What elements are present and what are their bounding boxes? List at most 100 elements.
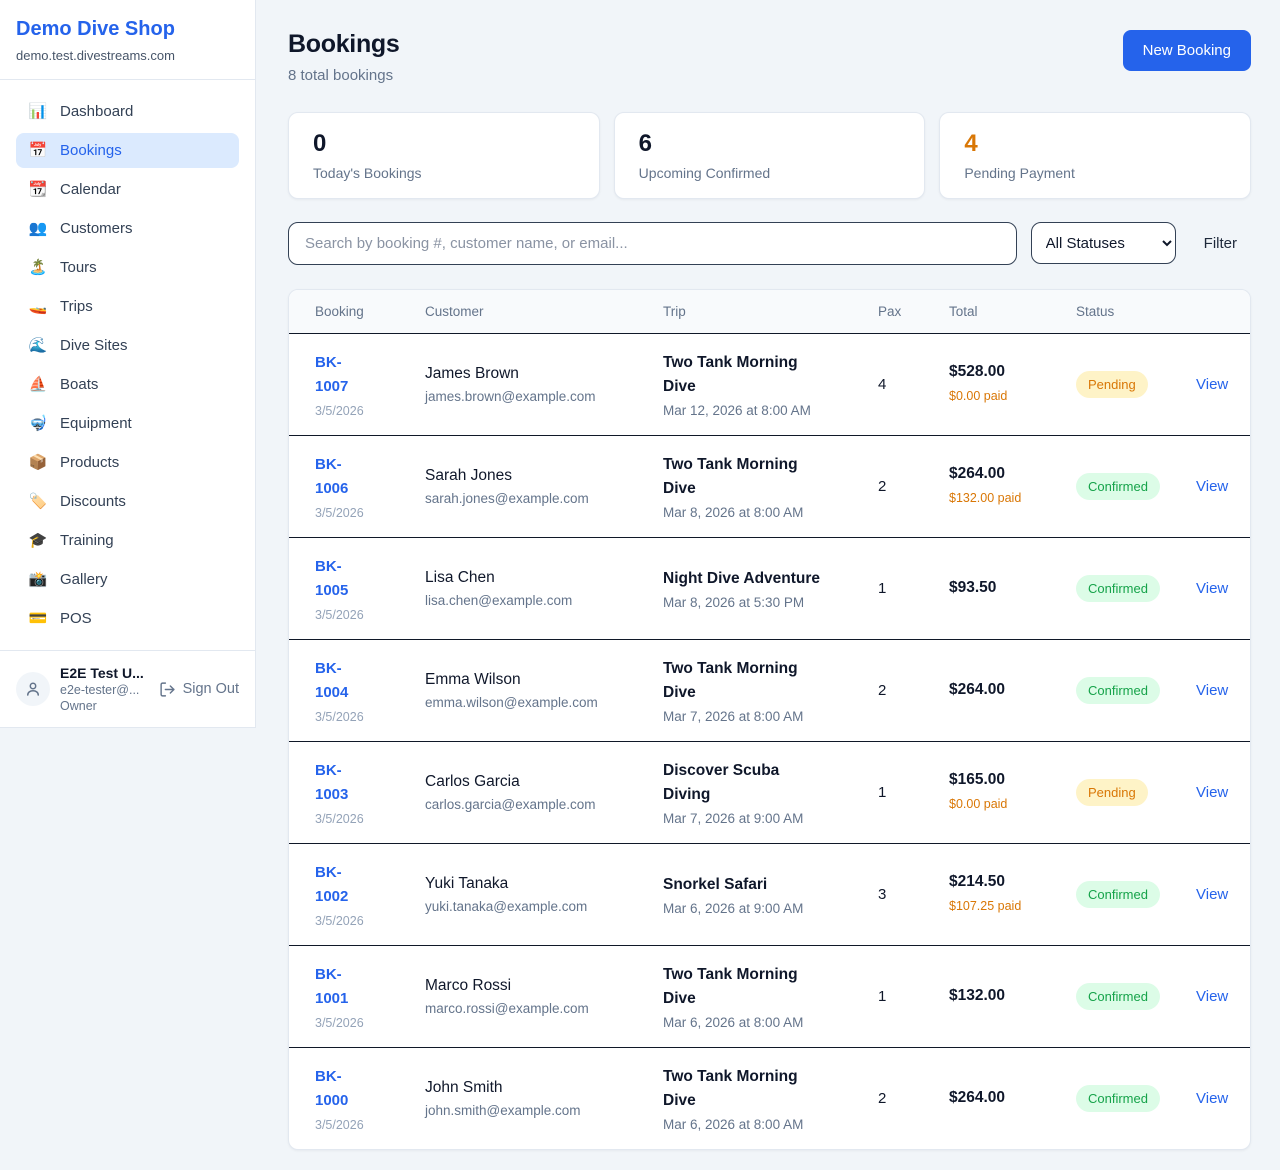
pax-count: 4 bbox=[878, 375, 887, 393]
status-filter-select[interactable]: All Statuses bbox=[1030, 222, 1176, 265]
view-link[interactable]: View bbox=[1196, 783, 1229, 801]
sidebar-item-bookings[interactable]: 📅 Bookings bbox=[16, 133, 239, 168]
trip-name: Two Tank Morning Dive bbox=[663, 965, 798, 1007]
booking-date: 3/5/2026 bbox=[315, 913, 364, 928]
column-header-pax: Pax bbox=[878, 289, 949, 334]
trip-name: Two Tank Morning Dive bbox=[663, 1067, 798, 1109]
sidebar-item-boats[interactable]: ⛵ Boats bbox=[16, 367, 239, 402]
status-badge: Confirmed bbox=[1076, 472, 1160, 500]
booking-id-link[interactable]: BK-1003 bbox=[315, 761, 349, 803]
status-badge: Pending bbox=[1076, 778, 1148, 806]
view-link[interactable]: View bbox=[1196, 477, 1229, 495]
pax-count: 2 bbox=[878, 1089, 887, 1107]
customer-email: carlos.garcia@example.com bbox=[425, 796, 596, 812]
total-amount: $165.00 bbox=[949, 771, 1006, 789]
pax-count: 1 bbox=[878, 579, 887, 597]
booking-date: 3/5/2026 bbox=[315, 1015, 364, 1030]
trip-datetime: Mar 6, 2026 at 8:00 AM bbox=[663, 1116, 804, 1132]
table-row: BK-1007 3/5/2026 James Brown james.brown… bbox=[289, 333, 1250, 435]
customer-email: sarah.jones@example.com bbox=[425, 490, 589, 506]
sidebar-item-gallery[interactable]: 📸 Gallery bbox=[16, 562, 239, 597]
total-amount: $93.50 bbox=[949, 579, 997, 597]
customer-name: Lisa Chen bbox=[425, 568, 495, 586]
sidebar-item-equipment[interactable]: 🤿 Equipment bbox=[16, 406, 239, 441]
booking-id-link[interactable]: BK-1006 bbox=[315, 455, 349, 497]
nav-item-label: Products bbox=[60, 454, 120, 471]
status-badge: Confirmed bbox=[1076, 574, 1160, 602]
column-header-trip: Trip bbox=[663, 289, 878, 334]
trip-name: Snorkel Safari bbox=[663, 875, 768, 893]
sign-out-icon bbox=[159, 681, 175, 697]
customer-name: Emma Wilson bbox=[425, 670, 521, 688]
stat-label: Pending Payment bbox=[964, 164, 1075, 181]
user-role: Owner bbox=[60, 699, 97, 713]
brand-domain: demo.test.divestreams.com bbox=[16, 48, 175, 63]
trip-datetime: Mar 6, 2026 at 8:00 AM bbox=[663, 1014, 804, 1030]
nav-item-icon: 💳 bbox=[28, 610, 48, 627]
stat-card-pending-payment: 4 Pending Payment bbox=[939, 112, 1252, 199]
user-icon bbox=[27, 682, 39, 696]
sidebar-item-discounts[interactable]: 🏷️ Discounts bbox=[16, 484, 239, 519]
sidebar: Demo Dive Shop demo.test.divestreams.com… bbox=[0, 0, 256, 728]
booking-date: 3/5/2026 bbox=[315, 811, 364, 826]
nav-item-icon: 📸 bbox=[28, 571, 48, 588]
stat-value: 4 bbox=[964, 130, 978, 157]
nav-item-icon: 📅 bbox=[28, 142, 48, 159]
stat-value: 6 bbox=[638, 130, 653, 157]
booking-date: 3/5/2026 bbox=[315, 403, 364, 418]
booking-id-link[interactable]: BK-1007 bbox=[315, 353, 349, 395]
nav-item-icon: 👥 bbox=[28, 220, 48, 237]
nav-item-icon: ⛵ bbox=[28, 376, 48, 393]
booking-id-link[interactable]: BK-1000 bbox=[315, 1067, 349, 1109]
search-input[interactable] bbox=[288, 221, 1017, 265]
paid-amount: $107.25 paid bbox=[949, 899, 1022, 914]
view-link[interactable]: View bbox=[1196, 375, 1229, 393]
total-amount: $214.50 bbox=[949, 873, 1006, 891]
nav-item-label: Dive Sites bbox=[60, 337, 128, 354]
pax-count: 1 bbox=[878, 783, 887, 801]
booking-date: 3/5/2026 bbox=[315, 709, 364, 724]
table-row: BK-1001 3/5/2026 Marco Rossi marco.rossi… bbox=[289, 945, 1250, 1047]
view-link[interactable]: View bbox=[1196, 885, 1229, 903]
trip-name: Two Tank Morning Dive bbox=[663, 353, 798, 395]
view-link[interactable]: View bbox=[1196, 579, 1229, 597]
status-badge: Confirmed bbox=[1076, 880, 1160, 908]
total-amount: $132.00 bbox=[949, 987, 1006, 1005]
nav-item-label: POS bbox=[60, 610, 92, 627]
new-booking-button[interactable]: New Booking bbox=[1122, 30, 1251, 71]
status-badge: Confirmed bbox=[1076, 676, 1160, 704]
stat-card-todays-bookings: 0 Today's Bookings bbox=[288, 112, 600, 199]
total-amount: $264.00 bbox=[949, 681, 1006, 699]
sidebar-item-customers[interactable]: 👥 Customers bbox=[16, 211, 239, 246]
sidebar-item-products[interactable]: 📦 Products bbox=[16, 445, 239, 480]
view-link[interactable]: View bbox=[1196, 681, 1229, 699]
view-link[interactable]: View bbox=[1196, 987, 1229, 1005]
nav-item-icon: 🏝️ bbox=[28, 259, 48, 276]
trip-datetime: Mar 12, 2026 at 8:00 AM bbox=[663, 402, 811, 418]
customer-email: marco.rossi@example.com bbox=[425, 1000, 589, 1016]
sidebar-item-pos[interactable]: 💳 POS bbox=[16, 601, 239, 636]
sidebar-item-dashboard[interactable]: 📊 Dashboard bbox=[16, 94, 239, 129]
status-badge: Confirmed bbox=[1076, 982, 1160, 1010]
customer-email: emma.wilson@example.com bbox=[425, 694, 598, 710]
booking-id-link[interactable]: BK-1004 bbox=[315, 659, 349, 701]
sidebar-item-training[interactable]: 🎓 Training bbox=[16, 523, 239, 558]
sign-out-button[interactable]: Sign Out bbox=[159, 681, 239, 698]
booking-id-link[interactable]: BK-1001 bbox=[315, 965, 349, 1007]
sidebar-item-dive-sites[interactable]: 🌊 Dive Sites bbox=[16, 328, 239, 363]
customer-email: yuki.tanaka@example.com bbox=[425, 898, 588, 914]
booking-id-link[interactable]: BK-1005 bbox=[315, 557, 349, 599]
nav-item-label: Bookings bbox=[60, 142, 122, 159]
filter-button[interactable]: Filter bbox=[1190, 235, 1251, 252]
view-link[interactable]: View bbox=[1196, 1089, 1229, 1107]
table-row: BK-1006 3/5/2026 Sarah Jones sarah.jones… bbox=[289, 435, 1250, 537]
sidebar-item-tours[interactable]: 🏝️ Tours bbox=[16, 250, 239, 285]
page-subtitle: 8 total bookings bbox=[288, 67, 394, 84]
sidebar-item-calendar[interactable]: 📆 Calendar bbox=[16, 172, 239, 207]
booking-id-link[interactable]: BK-1002 bbox=[315, 863, 349, 905]
trip-datetime: Mar 7, 2026 at 9:00 AM bbox=[663, 810, 804, 826]
booking-date: 3/5/2026 bbox=[315, 607, 364, 622]
sidebar-item-trips[interactable]: 🚤 Trips bbox=[16, 289, 239, 324]
bookings-table-card: Booking Customer Trip Pax Total Status B… bbox=[288, 288, 1251, 1150]
table-row: BK-1004 3/5/2026 Emma Wilson emma.wilson… bbox=[289, 639, 1250, 741]
